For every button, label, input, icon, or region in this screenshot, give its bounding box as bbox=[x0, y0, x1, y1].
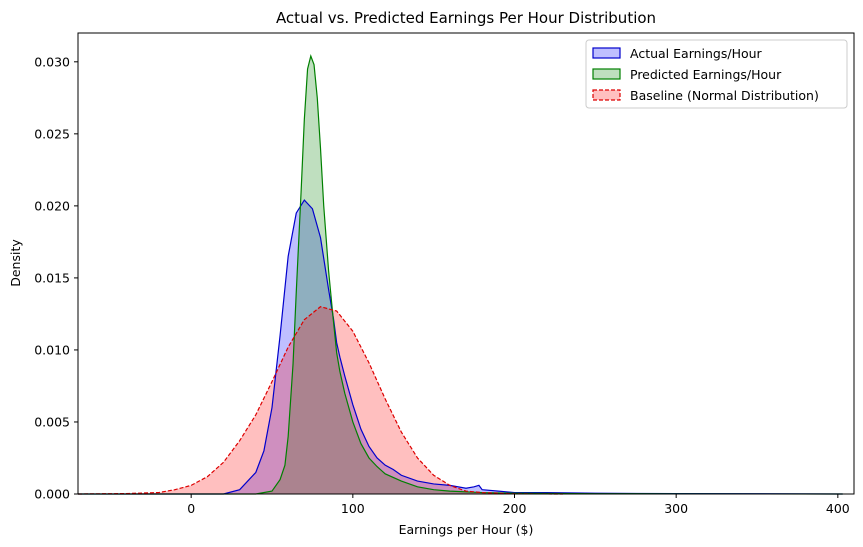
legend-swatch-baseline-normal-distribution bbox=[592, 89, 621, 101]
y-tick-label: 0.000 bbox=[34, 487, 70, 502]
x-tick-label: 100 bbox=[341, 501, 365, 516]
y-tick-label: 0.030 bbox=[34, 54, 70, 69]
series-area-baseline-normal-distribution bbox=[78, 306, 563, 494]
y-axis-label: Density bbox=[8, 239, 23, 287]
series-area-actual-earnings-hour bbox=[78, 200, 843, 495]
x-tick-label: 200 bbox=[503, 501, 527, 516]
legend: Actual Earnings/Hour Predicted Earnings/H… bbox=[585, 39, 848, 109]
x-axis: 0 100 200 300 400 bbox=[187, 494, 850, 516]
x-tick-label: 0 bbox=[187, 501, 195, 516]
legend-label-baseline-normal-distribution: Baseline (Normal Distribution) bbox=[630, 88, 819, 103]
legend-swatch-actual-earnings-hour bbox=[592, 47, 621, 59]
chart-title: Actual vs. Predicted Earnings Per Hour D… bbox=[276, 9, 656, 27]
legend-label-predicted-earnings-hour: Predicted Earnings/Hour bbox=[630, 67, 782, 82]
legend-label-actual-earnings-hour: Actual Earnings/Hour bbox=[630, 46, 763, 61]
y-axis: 0.000 0.005 0.010 0.015 0.020 0.025 0.030 bbox=[34, 54, 78, 502]
series-area-predicted-earnings-hour bbox=[78, 56, 843, 495]
series-line-actual-earnings-hour bbox=[78, 199, 843, 495]
plot-area bbox=[78, 56, 843, 495]
y-tick-label: 0.010 bbox=[34, 342, 70, 357]
plot-frame bbox=[77, 32, 855, 495]
y-tick-label: 0.025 bbox=[34, 126, 70, 141]
legend-swatch-predicted-earnings-hour bbox=[592, 68, 621, 80]
x-axis-label: Earnings per Hour ($) bbox=[399, 522, 534, 537]
y-tick-label: 0.015 bbox=[34, 270, 70, 285]
series-line-baseline-normal-distribution bbox=[77, 306, 564, 495]
y-tick-label: 0.020 bbox=[34, 198, 70, 213]
legend-box bbox=[585, 39, 848, 109]
plot-lines bbox=[77, 54, 843, 495]
x-tick-label: 400 bbox=[826, 501, 850, 516]
series-line-predicted-earnings-hour bbox=[78, 54, 843, 495]
x-tick-label: 300 bbox=[664, 501, 688, 516]
y-tick-label: 0.005 bbox=[34, 414, 70, 429]
